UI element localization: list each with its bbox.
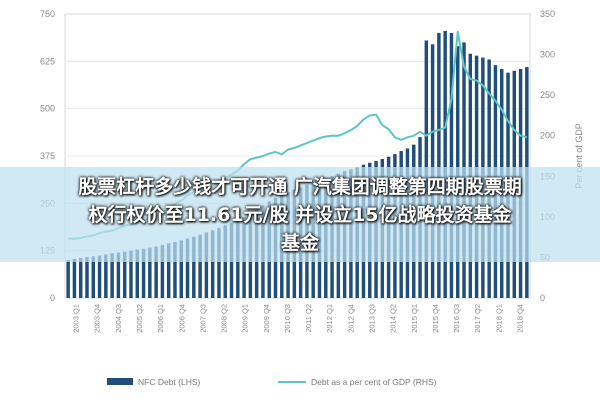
headline-line-3: 基金 bbox=[280, 231, 319, 254]
right-tick-label-0: 0 bbox=[540, 293, 545, 303]
bar-6 bbox=[104, 254, 108, 298]
bar-61 bbox=[449, 32, 454, 298]
bar-10 bbox=[129, 250, 133, 298]
right-tick-label-6: 300 bbox=[540, 50, 555, 60]
headline-line-1: 股票杠杆多少钱才可开通 广汽集团调整第四期股票期 bbox=[78, 175, 522, 198]
bar-1 bbox=[72, 258, 77, 298]
headline-overlay: 股票杠杆多少钱才可开通 广汽集团调整第四期股票期 权行权价至11.61元/股 并… bbox=[0, 167, 600, 262]
left-tick-label-5: 625 bbox=[40, 56, 55, 66]
bar-21 bbox=[198, 234, 202, 298]
right-axis-title: Per cent of GDP bbox=[574, 123, 584, 189]
legend-label-nfc-debt: NFC Debt (LHS) bbox=[138, 377, 201, 387]
left-tick-label-4: 500 bbox=[40, 104, 55, 114]
x-tick-label-11: 2011 Q2 bbox=[304, 304, 313, 332]
bar-5 bbox=[97, 255, 102, 298]
bar-22 bbox=[204, 232, 209, 298]
legend-label-debt-gdp: Debt as a per cent of GDP (RHS) bbox=[311, 377, 437, 387]
left-tick-label-6: 750 bbox=[40, 9, 55, 19]
bar-24 bbox=[217, 227, 221, 298]
bar-3 bbox=[85, 257, 89, 298]
x-tick-label-9: 2009 Q4 bbox=[262, 304, 271, 333]
bar-8 bbox=[116, 252, 121, 298]
right-tick-label-5: 250 bbox=[540, 90, 555, 100]
x-tick-label-13: 2012 Q4 bbox=[346, 304, 355, 333]
x-tick-label-14: 2013 Q3 bbox=[367, 304, 376, 333]
bar-60 bbox=[443, 31, 447, 298]
x-tick-label-1: 2003 Q4 bbox=[93, 304, 102, 333]
bar-20 bbox=[192, 236, 196, 298]
x-tick-label-3: 2005 Q2 bbox=[135, 304, 144, 333]
x-tick-label-12: 2012 Q1 bbox=[325, 304, 334, 333]
right-tick-label-7: 350 bbox=[540, 9, 555, 19]
bar-9 bbox=[122, 251, 127, 298]
left-tick-label-3: 375 bbox=[40, 151, 55, 161]
x-tick-label-15: 2014 Q2 bbox=[389, 304, 398, 333]
bar-59 bbox=[437, 32, 441, 298]
bar-4 bbox=[91, 256, 96, 298]
bar-18 bbox=[179, 240, 183, 298]
x-tick-label-7: 2008 Q2 bbox=[220, 304, 229, 333]
x-tick-label-16: 2015 Q1 bbox=[410, 304, 419, 333]
bar-11 bbox=[135, 249, 139, 298]
x-tick-label-8: 2009 Q1 bbox=[241, 304, 250, 333]
x-tick-label-10: 2010 Q3 bbox=[283, 304, 292, 333]
bar-12 bbox=[141, 248, 146, 298]
x-tick-label-6: 2007 Q3 bbox=[198, 304, 207, 333]
bar-7 bbox=[110, 253, 114, 298]
legend-swatch-nfc-debt bbox=[107, 378, 133, 385]
x-tick-label-18: 2016 Q3 bbox=[452, 304, 461, 333]
x-tick-label-20: 2018 Q1 bbox=[494, 304, 503, 333]
x-tick-label-19: 2017 Q2 bbox=[473, 304, 482, 333]
bar-23 bbox=[210, 230, 215, 298]
x-tick-label-4: 2006 Q1 bbox=[156, 304, 165, 333]
x-tick-label-2: 2004 Q3 bbox=[114, 304, 123, 333]
bar-19 bbox=[185, 238, 190, 298]
bar-0 bbox=[66, 260, 70, 298]
x-tick-label-0: 2003 Q1 bbox=[72, 304, 81, 333]
left-tick-label-0: 0 bbox=[50, 293, 55, 303]
x-tick-label-21: 2018 Q4 bbox=[515, 304, 524, 333]
x-tick-label-5: 2006 Q4 bbox=[177, 304, 186, 333]
bar-15 bbox=[160, 244, 165, 298]
bar-16 bbox=[166, 243, 171, 298]
bar-17 bbox=[173, 241, 177, 298]
bar-2 bbox=[78, 257, 83, 298]
headline-line-2: 权行权价至11.61元/股 并设立15亿战略投资基金 bbox=[88, 203, 512, 226]
bar-14 bbox=[154, 246, 158, 298]
right-tick-label-4: 200 bbox=[540, 131, 555, 141]
bar-13 bbox=[148, 247, 152, 298]
x-tick-label-17: 2015 Q4 bbox=[431, 304, 440, 333]
